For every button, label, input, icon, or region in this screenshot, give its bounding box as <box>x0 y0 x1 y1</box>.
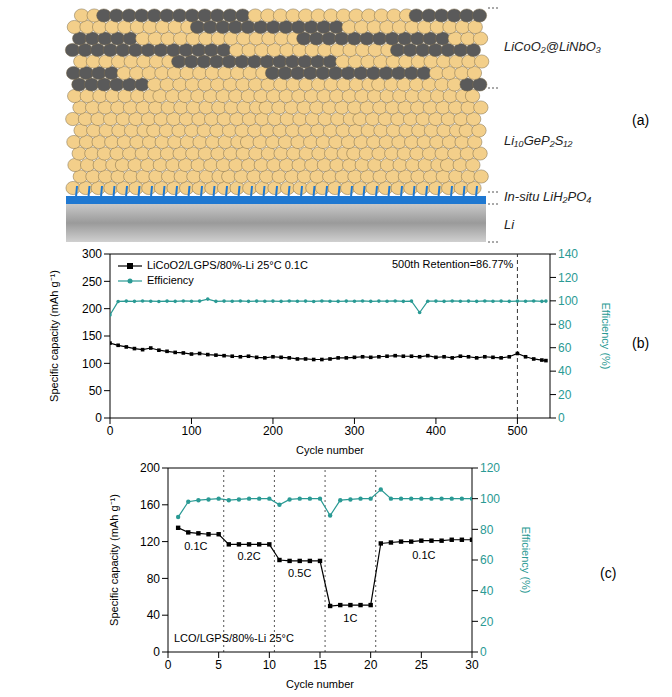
svg-text:30: 30 <box>465 658 479 672</box>
svg-text:20: 20 <box>364 658 378 672</box>
svg-text:Cycle number: Cycle number <box>296 444 364 456</box>
svg-text:100: 100 <box>480 492 500 506</box>
svg-text:20: 20 <box>558 388 572 402</box>
svg-text:250: 250 <box>82 275 102 289</box>
svg-text:140: 140 <box>558 247 578 261</box>
html-text:0.2C: 0.2C <box>237 550 261 563</box>
svg-text:100: 100 <box>558 294 578 308</box>
html-text:(b): (b) <box>632 335 650 351</box>
html-text:LCO/LGPS/80%-Li 25°C: LCO/LGPS/80%-Li 25°C <box>174 632 294 644</box>
svg-text:500: 500 <box>507 424 527 438</box>
svg-text:Efficiency (%): Efficiency (%) <box>520 526 532 593</box>
svg-text:Specific capacity (mAh g⁻¹): Specific capacity (mAh g⁻¹) <box>108 494 120 626</box>
svg-text:100: 100 <box>181 424 201 438</box>
svg-text:Efficiency (%): Efficiency (%) <box>600 302 612 369</box>
html-text:0.1C: 0.1C <box>184 540 208 553</box>
html-text:(a): (a) <box>632 112 650 128</box>
svg-text:120: 120 <box>558 271 578 285</box>
svg-text:160: 160 <box>140 498 160 512</box>
svg-text:120: 120 <box>480 461 500 475</box>
svg-text:20: 20 <box>480 615 494 629</box>
html-text:Efficiency: Efficiency <box>147 274 194 286</box>
html-text:(c): (c) <box>600 565 617 581</box>
svg-text:150: 150 <box>82 329 102 343</box>
svg-text:LiCoO₂@LiNbO₃: LiCoO₂@LiNbO₃ <box>504 39 601 54</box>
svg-text:60: 60 <box>558 341 572 355</box>
svg-text:10: 10 <box>263 658 277 672</box>
svg-text:200: 200 <box>263 424 283 438</box>
svg-text:0: 0 <box>153 645 160 659</box>
svg-text:0: 0 <box>165 658 172 672</box>
svg-text:0: 0 <box>480 645 487 659</box>
svg-text:80: 80 <box>558 318 572 332</box>
svg-text:200: 200 <box>140 461 160 475</box>
svg-text:300: 300 <box>82 247 102 261</box>
svg-text:400: 400 <box>426 424 446 438</box>
svg-text:80: 80 <box>480 523 494 537</box>
svg-text:40: 40 <box>480 584 494 598</box>
svg-text:25: 25 <box>415 658 429 672</box>
svg-text:120: 120 <box>140 535 160 549</box>
svg-text:Li₁₀GeP₂S₁₂: Li₁₀GeP₂S₁₂ <box>504 133 572 148</box>
svg-text:15: 15 <box>313 658 327 672</box>
svg-text:40: 40 <box>558 364 572 378</box>
svg-text:Cycle number: Cycle number <box>286 678 354 690</box>
html-text:500th Retention=86.77%: 500th Retention=86.77% <box>392 258 514 270</box>
svg-text:50: 50 <box>89 384 103 398</box>
html-text:0.5C: 0.5C <box>288 566 312 579</box>
svg-text:200: 200 <box>82 302 102 316</box>
svg-text:In-situ LiH₂PO₄: In-situ LiH₂PO₄ <box>504 189 591 204</box>
html-text:1C: 1C <box>343 612 358 624</box>
svg-text:100: 100 <box>82 357 102 371</box>
svg-text:300: 300 <box>344 424 364 438</box>
svg-text:0: 0 <box>558 411 565 425</box>
html-text:LiCoO2/LGPS/80%-Li 25°C 0.1C: LiCoO2/LGPS/80%-Li 25°C 0.1C <box>147 259 308 271</box>
svg-text:5: 5 <box>215 658 222 672</box>
html-text:0.1C: 0.1C <box>412 549 436 562</box>
svg-text:0: 0 <box>95 411 102 425</box>
svg-text:Li: Li <box>504 217 515 232</box>
svg-text:Specific capacity (mAh g⁻¹): Specific capacity (mAh g⁻¹) <box>48 270 60 402</box>
svg-text:40: 40 <box>147 608 161 622</box>
svg-text:80: 80 <box>147 572 161 586</box>
svg-text:0: 0 <box>107 424 114 438</box>
svg-text:60: 60 <box>480 553 494 567</box>
